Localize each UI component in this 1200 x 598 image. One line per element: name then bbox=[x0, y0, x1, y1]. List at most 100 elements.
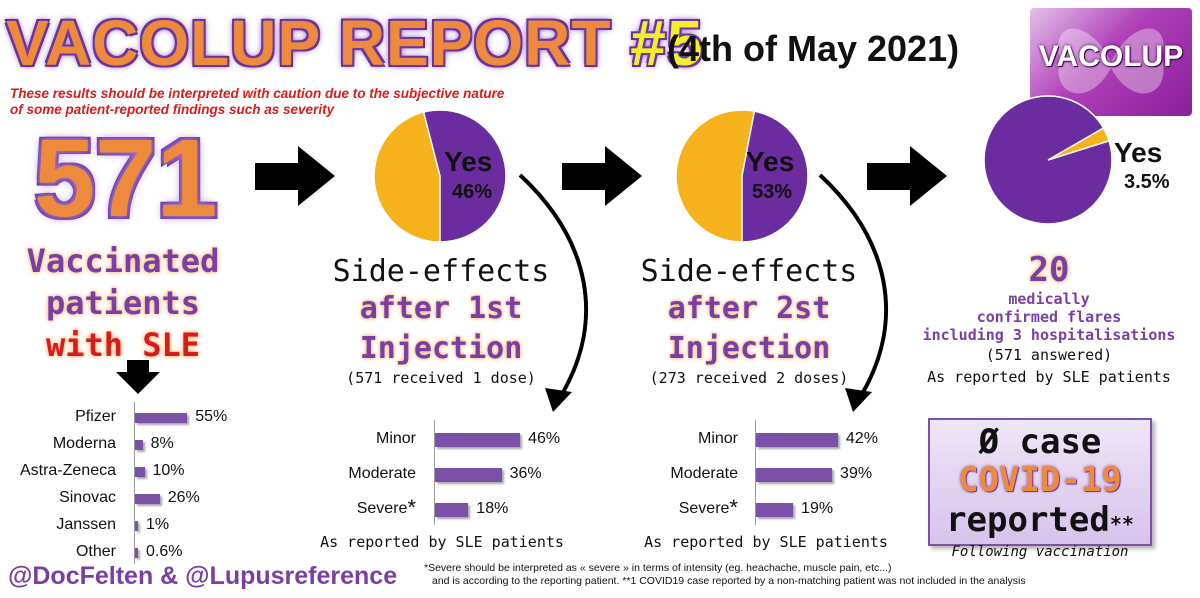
vaccinated-count: 571 bbox=[34, 117, 218, 240]
vaccinated-line-3: with SLE bbox=[45, 326, 201, 364]
panel1-note: (571 received 1 dose) bbox=[346, 369, 536, 387]
panel3-caption: 20 medically confirmed flares including … bbox=[918, 250, 1180, 386]
covid-line-2: COVID-19 bbox=[958, 460, 1122, 500]
report-number: #5 bbox=[630, 7, 704, 79]
dose2-value-label: 42% bbox=[845, 429, 878, 447]
dose1-category-label: Moderate bbox=[348, 464, 416, 482]
pie-1 bbox=[373, 109, 507, 243]
pie-3 bbox=[983, 95, 1113, 225]
report-title-text: VACOLUP REPORT bbox=[6, 7, 612, 79]
caution-line-2: of some patient-reported findings such a… bbox=[10, 102, 335, 117]
pie3-pct-label: 3.5% bbox=[1124, 171, 1170, 193]
flares-count: 20 bbox=[1028, 250, 1070, 290]
vaccine-axis bbox=[134, 402, 135, 564]
dose2-bar bbox=[756, 502, 794, 517]
dose1-value-label: 36% bbox=[509, 464, 542, 482]
vaccine-category-label: Moderna bbox=[52, 434, 116, 452]
report-date: (4th of May 2021) bbox=[667, 28, 960, 69]
panel2-sub1: after 2st bbox=[667, 291, 831, 326]
vaccine-bar bbox=[135, 493, 160, 504]
footer-handle: @DocFelten & @Lupusreference bbox=[8, 562, 398, 590]
dose2-category-label: Moderate bbox=[670, 464, 738, 482]
vaccinated-line-2: patients bbox=[45, 284, 201, 322]
arrow-right-icon bbox=[255, 146, 335, 206]
dose2-axis bbox=[755, 420, 756, 525]
severe-asterisk: * bbox=[729, 494, 738, 520]
pie1-pct-label: 46% bbox=[452, 181, 493, 203]
vaccinated-caption: Vaccinated patients with SLE bbox=[8, 240, 238, 366]
vaccine-value-label: 55% bbox=[195, 407, 228, 425]
vaccine-category-label: Sinovac bbox=[59, 488, 116, 506]
vaccine-bar bbox=[135, 412, 188, 423]
panel1-caption: Side-effects after 1st Injection (571 re… bbox=[322, 254, 560, 387]
dose2-value-label: 19% bbox=[801, 499, 834, 517]
flares-line-1: medically bbox=[1008, 290, 1090, 308]
vaccine-category-label: Other bbox=[75, 542, 116, 560]
arrow-right-icon bbox=[562, 146, 642, 206]
dose1-bar bbox=[435, 432, 521, 447]
vaccine-bar bbox=[135, 520, 138, 531]
flares-line-3: including 3 hospitalisations bbox=[922, 326, 1176, 344]
caution-note: These results should be interpreted with… bbox=[10, 86, 610, 118]
arrow-down-icon bbox=[116, 360, 160, 394]
vaccinated-line-1: Vaccinated bbox=[26, 242, 220, 280]
covid-stars: ** bbox=[1109, 512, 1134, 536]
pie1-yes-label: Yes bbox=[444, 146, 493, 177]
pie-slice-yes bbox=[373, 111, 441, 243]
arrow-right-icon bbox=[867, 146, 947, 206]
dose2-category-label: Severe* bbox=[678, 494, 738, 520]
dose1-value-label: 46% bbox=[528, 429, 561, 447]
covid-following: Following vaccination bbox=[951, 544, 1129, 560]
report-title: VACOLUP REPORT #5 bbox=[6, 6, 703, 80]
butterfly-icon bbox=[1058, 28, 1164, 94]
flares-note: (571 answered) bbox=[985, 346, 1113, 364]
panel1-sub1: after 1st bbox=[359, 291, 523, 326]
panel2-note: (273 received 2 doses) bbox=[649, 369, 849, 387]
logo-text: VACOLUP bbox=[1038, 40, 1184, 73]
vaccine-category-label: Astra-Zeneca bbox=[19, 461, 116, 479]
curved-arrow-icon bbox=[518, 173, 588, 412]
pie-slice-yes bbox=[675, 109, 756, 243]
dose2-category-label: Minor bbox=[697, 429, 738, 447]
panel2-caption: Side-effects after 2st Injection (273 re… bbox=[630, 254, 868, 387]
severe-asterisk: * bbox=[407, 494, 416, 520]
pie-slice-yes bbox=[1047, 126, 1111, 161]
pie-2 bbox=[675, 109, 809, 243]
vaccine-value-label: 1% bbox=[146, 515, 170, 533]
vaccine-value-label: 10% bbox=[152, 461, 185, 479]
panel2-head: Side-effects bbox=[640, 254, 858, 289]
vaccine-category-label: Pfizer bbox=[75, 407, 116, 425]
vaccine-category-label: Janssen bbox=[56, 515, 116, 533]
panel2-reported: As reported by SLE patients bbox=[644, 533, 888, 551]
footnote-line-1: *Severe should be interpreted as « sever… bbox=[424, 562, 892, 574]
footnote: *Severe should be interpreted as « sever… bbox=[424, 562, 1184, 588]
flares-line-2: confirmed flares bbox=[976, 308, 1122, 326]
covid-box: Ø case COVID-19 reported** bbox=[928, 418, 1152, 546]
covid-reported: reported bbox=[946, 500, 1110, 540]
vaccine-value-label: 8% bbox=[150, 434, 174, 452]
panel1-sub2: Injection bbox=[359, 331, 523, 366]
curved-arrow-icon bbox=[818, 173, 888, 412]
caution-line-1: These results should be interpreted with… bbox=[10, 86, 505, 101]
vaccine-bar bbox=[135, 547, 138, 558]
dose2-bar bbox=[756, 467, 833, 482]
vaccine-bar bbox=[135, 466, 145, 477]
dose1-category-label: Minor bbox=[375, 429, 416, 447]
dose2-value-label: 39% bbox=[840, 464, 873, 482]
covid-line-3: reported** bbox=[930, 500, 1150, 540]
pie3-yes-label: Yes bbox=[1114, 137, 1163, 168]
vaccine-value-label: 26% bbox=[167, 488, 200, 506]
footnote-line-2: and is according to the reporting patien… bbox=[432, 575, 1026, 587]
panel1-reported: As reported by SLE patients bbox=[320, 533, 564, 551]
panel1-head: Side-effects bbox=[332, 254, 550, 289]
covid-line-1: Ø case bbox=[978, 422, 1102, 462]
dose1-axis bbox=[434, 420, 435, 525]
pie2-pct-label: 53% bbox=[752, 181, 793, 203]
panel2-sub2: Injection bbox=[667, 331, 831, 366]
vaccine-bar bbox=[135, 439, 143, 450]
dose1-bar bbox=[435, 502, 469, 517]
dose1-category-label: Severe* bbox=[356, 494, 416, 520]
